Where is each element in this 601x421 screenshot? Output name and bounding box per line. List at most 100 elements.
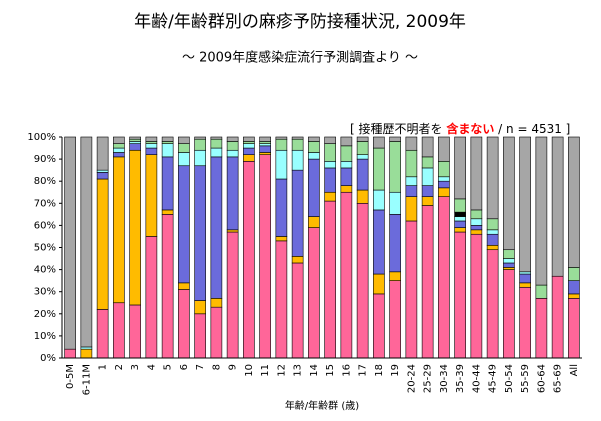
bar-segment [389,214,401,273]
x-tick-label: 18 [374,364,385,377]
bar-segment [226,156,239,231]
bar-segment [356,154,369,160]
bar-segment [470,233,483,359]
annotation: [ 接種歴不明者を 含まない / n = 4531 ] [350,121,570,136]
bar-segment [373,293,385,359]
bar-segment [178,282,190,290]
bar-segment [535,284,548,299]
bar-segment [259,145,271,153]
x-tick-label: 8 [211,364,222,370]
bar-segment [129,143,141,151]
bar-segment [568,267,580,281]
bar-segment [308,158,320,217]
x-tick-label: 35-39 [455,364,466,393]
bar-segment [486,244,499,251]
bar-segment [210,156,223,299]
bar-segment [373,209,385,275]
bar-segment [535,136,548,286]
x-tick-label: 2 [114,364,125,370]
y-tick-label: 10% [34,331,56,342]
bar-segment [340,167,353,186]
x-tick-label: 17 [358,364,369,377]
bar-segment [454,198,466,213]
bar-segment [129,136,141,140]
bar-segment [389,141,401,193]
bar-segment [438,180,450,189]
bar-segment [80,348,93,359]
bar-segment [470,229,483,235]
bar-segment [324,161,336,169]
bar-segment [503,267,515,270]
bar-segment [210,138,223,149]
x-tick-label: 25-29 [423,364,434,393]
bar-segment [454,231,466,359]
bar-segment [438,136,450,162]
x-tick-label: 3 [130,364,141,370]
bar-segment [568,293,580,299]
y-tick-label: 100% [27,132,56,143]
x-tick-label: 6 [179,364,190,370]
bar-segment [161,214,174,359]
x-tick-label: 15 [325,364,336,377]
bar-segment [470,225,483,231]
bar-segment [324,200,336,359]
bar-segment [503,258,515,264]
bar-segment [389,136,401,142]
bar-segment [308,227,320,359]
x-tick-label: 13 [293,364,304,377]
x-tick-label: 40-44 [471,364,482,393]
bar-segment [194,136,206,140]
bar-segment [389,271,401,281]
bar-segment [356,189,369,204]
bar-segment [161,156,174,211]
bar-segment [551,275,564,359]
bar-segment [421,185,434,197]
bar-segment [324,167,336,193]
bar-segment [194,138,206,151]
bar-segment [145,236,158,359]
bar-segment [454,216,466,222]
bar-segment [64,136,76,350]
bar-segment [519,286,531,359]
y-tick-label: 60% [34,220,56,231]
bar-segment [405,136,418,151]
bar-segment [470,209,483,220]
bar-segment [568,136,580,268]
bar-segment [96,178,109,310]
bar-segment [486,218,499,231]
bar-segment [145,147,158,155]
bar-segment [568,280,580,295]
bar-segment [503,136,515,251]
bar-segment [226,149,239,158]
bar-segment [178,152,190,167]
bar-segment [178,143,190,153]
bar-segment [275,138,288,151]
bar-segment [438,176,450,182]
bar-segment [308,216,320,228]
bar-segment [291,136,304,140]
bar-segment [210,306,223,359]
bar-segment [356,141,369,155]
bar-segment [178,289,190,359]
bar-segment [356,158,369,191]
bar-segment [324,136,336,144]
x-tick-label: 10 [244,364,255,377]
x-tick-label: 50-54 [504,364,515,393]
bar-segment [291,138,304,151]
bar-segment [291,149,304,171]
bar-segment [113,302,125,359]
bar-segment [145,154,158,237]
bar-segment [519,271,531,275]
bar-segment [421,136,434,158]
bar-segment [275,149,288,180]
bar-segment [324,191,336,202]
bar-segment [308,152,320,160]
bar-segment [226,141,239,151]
bar-segment [568,298,580,359]
bar-segment [389,191,401,215]
bar-segment [340,185,353,193]
bar-segment [291,169,304,257]
x-tick-label: 7 [195,364,206,370]
x-tick-label: 6-11M [81,364,92,395]
bar-segment [113,143,125,149]
